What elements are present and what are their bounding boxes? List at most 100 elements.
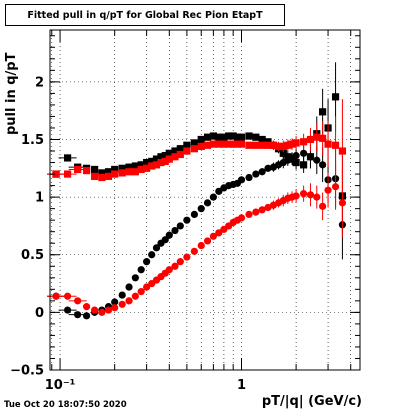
data-point — [131, 168, 139, 176]
data-point — [152, 155, 161, 163]
data-point — [82, 312, 91, 320]
data-series-layer — [47, 62, 347, 320]
data-point — [91, 172, 99, 180]
data-point — [190, 210, 198, 219]
data-point — [220, 140, 228, 148]
data-point — [176, 258, 184, 266]
data-point — [324, 140, 332, 148]
data-point — [288, 140, 296, 148]
data-point — [118, 291, 126, 299]
data-point — [319, 161, 327, 169]
data-point — [209, 140, 217, 148]
data-point — [252, 141, 260, 149]
data-point — [157, 153, 165, 161]
data-point — [233, 140, 242, 148]
y-axis-label: pull in q/pT — [4, 52, 19, 135]
data-point — [300, 161, 308, 169]
data-point — [183, 141, 191, 149]
data-point — [264, 164, 272, 172]
y-tick-label: 2 — [35, 75, 44, 90]
data-point — [74, 297, 82, 305]
data-point — [63, 170, 72, 178]
data-point — [165, 155, 173, 163]
data-point — [111, 170, 119, 178]
data-point — [190, 145, 198, 153]
data-point — [183, 147, 191, 155]
data-point — [152, 161, 161, 169]
data-point — [143, 164, 151, 172]
data-point — [197, 241, 205, 250]
data-point — [252, 133, 260, 141]
data-point — [104, 172, 113, 180]
data-point — [203, 133, 212, 141]
timestamp-label: Tue Oct 20 18:07:50 2020 — [4, 400, 127, 410]
data-point — [131, 162, 139, 170]
grid-lines — [50, 30, 360, 371]
data-point — [279, 142, 287, 151]
data-point — [91, 306, 99, 314]
data-point — [171, 147, 179, 155]
data-point — [190, 247, 198, 255]
data-point — [252, 170, 260, 178]
y-tick-label: 1 — [35, 191, 44, 206]
data-point — [237, 140, 246, 148]
data-point — [306, 191, 315, 199]
chart-title: Fitted pull in q/pT for Global Rec Pion … — [5, 4, 285, 26]
data-point — [279, 149, 287, 157]
data-point — [176, 222, 184, 230]
data-point — [157, 158, 165, 167]
data-point — [74, 311, 82, 319]
data-point — [171, 226, 179, 235]
data-point — [220, 133, 228, 141]
data-point — [104, 306, 113, 314]
data-point — [237, 214, 246, 222]
series-3 — [47, 163, 347, 316]
data-point — [111, 165, 119, 174]
x-tick-label: 10⁻¹ — [45, 378, 76, 393]
data-point — [197, 135, 205, 144]
data-point — [148, 162, 156, 170]
data-point — [313, 133, 321, 141]
data-point — [152, 244, 161, 252]
data-point — [143, 258, 151, 266]
data-point — [292, 139, 300, 147]
data-point — [125, 168, 133, 176]
data-point — [225, 132, 233, 140]
data-point — [324, 186, 332, 194]
data-point — [300, 149, 308, 157]
data-point — [215, 187, 223, 195]
data-point — [338, 199, 347, 207]
data-point — [137, 288, 145, 296]
data-point — [245, 141, 253, 149]
data-point — [118, 300, 126, 308]
data-point — [313, 156, 321, 164]
data-point — [98, 173, 106, 182]
data-point — [148, 157, 156, 165]
data-point — [197, 205, 205, 213]
data-point — [131, 274, 139, 282]
data-point — [111, 304, 119, 312]
data-point — [306, 153, 315, 161]
data-point — [237, 133, 246, 141]
data-point — [331, 93, 340, 101]
y-tick-label: −0.5 — [10, 364, 44, 379]
data-point — [148, 251, 156, 259]
data-point — [118, 169, 126, 177]
plot-frame — [49, 29, 361, 371]
data-point — [258, 168, 266, 176]
data-point — [319, 108, 327, 116]
data-point — [300, 138, 308, 146]
data-point — [331, 183, 340, 191]
data-point — [176, 150, 184, 159]
data-point — [183, 253, 191, 261]
data-point — [284, 141, 292, 149]
data-point — [190, 139, 198, 147]
data-point — [209, 132, 217, 140]
data-point — [131, 292, 139, 300]
data-point — [215, 140, 223, 148]
data-point — [176, 145, 184, 153]
y-tick-label: 0 — [35, 306, 44, 321]
data-point — [165, 231, 173, 239]
data-point — [306, 135, 315, 144]
